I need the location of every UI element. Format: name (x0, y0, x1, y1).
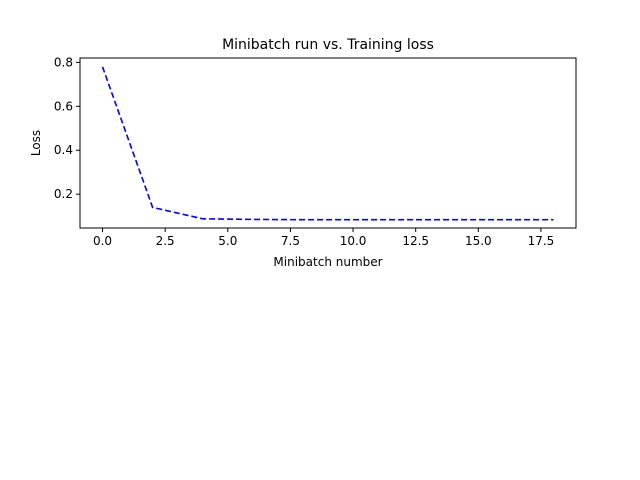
x-tick-label: 12.5 (402, 234, 429, 248)
x-tick-label: 15.0 (465, 234, 492, 248)
chart-title: Minibatch run vs. Training loss (222, 37, 434, 53)
x-tick-label: 5.0 (218, 234, 237, 248)
plot-area (79, 57, 577, 229)
x-axis-label: Minibatch number (273, 255, 382, 269)
y-axis-label: Loss (29, 130, 43, 156)
x-tick-label: 2.5 (156, 234, 175, 248)
x-tick-label: 0.0 (93, 234, 112, 248)
x-tick-label: 17.5 (528, 234, 555, 248)
x-axis: 0.0 2.5 5.0 7.5 10.0 12.5 15.0 17.5 (93, 228, 554, 248)
x-tick-label: 10.0 (340, 234, 367, 248)
series-group (101, 66, 554, 221)
y-tick-label: 0.6 (54, 99, 73, 113)
y-tick-label: 0.4 (54, 143, 73, 157)
y-tick-label: 0.2 (54, 187, 73, 201)
x-tick-label: 7.5 (281, 234, 300, 248)
series-line (101, 66, 554, 221)
y-axis: 0.2 0.4 0.6 0.8 (54, 55, 80, 201)
y-tick-label: 0.8 (54, 55, 73, 69)
